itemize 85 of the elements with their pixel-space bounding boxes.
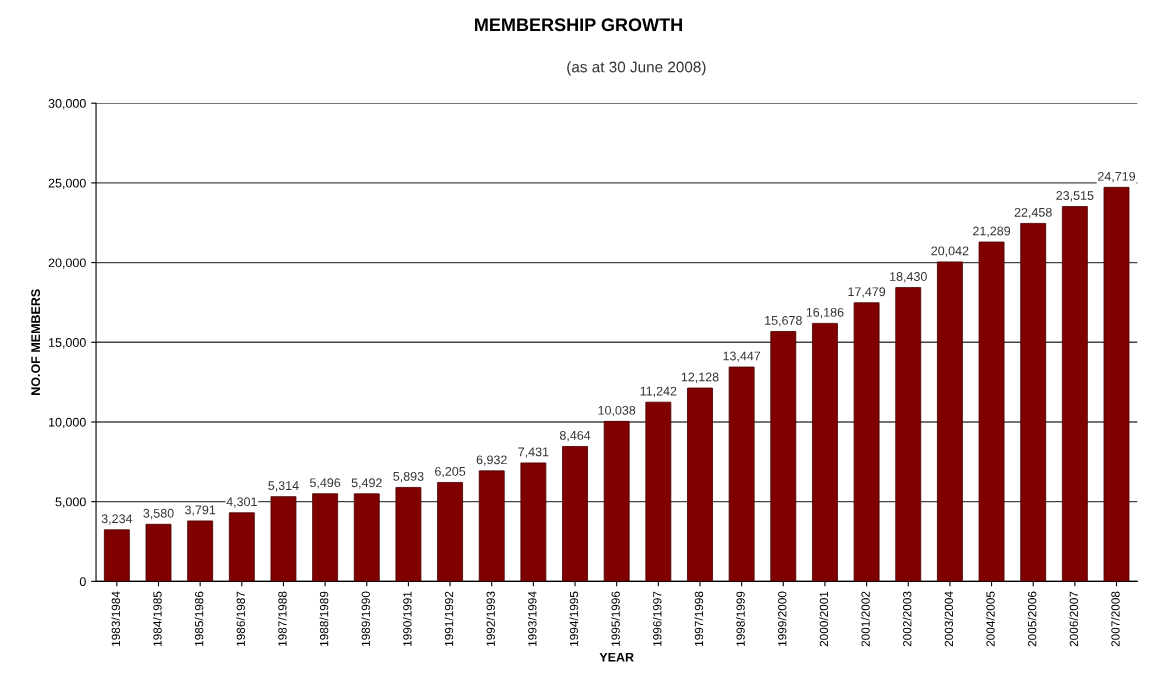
y-tick-label: 30,000 bbox=[48, 99, 86, 110]
bar bbox=[770, 331, 797, 582]
data-label: 10,038 bbox=[598, 405, 636, 417]
data-label: 6,932 bbox=[476, 455, 507, 466]
bar bbox=[228, 512, 255, 582]
data-label: 21,289 bbox=[973, 226, 1011, 237]
data-label: 18,430 bbox=[890, 272, 927, 283]
bar bbox=[478, 470, 505, 582]
x-tick-label: 1996/1997 bbox=[652, 591, 662, 646]
bar bbox=[812, 322, 838, 582]
x-tick-label: 1985/1986 bbox=[194, 591, 204, 646]
data-label: 15,678 bbox=[765, 315, 802, 327]
x-tick-label: 2001/2002 bbox=[861, 591, 870, 647]
x-tick-label: 1987/1988 bbox=[277, 591, 287, 646]
bar bbox=[353, 493, 380, 582]
bar bbox=[603, 420, 630, 582]
x-tick-label: 1983/1984 bbox=[111, 591, 121, 646]
bar bbox=[853, 302, 880, 582]
x-tick-label: 1984/1985 bbox=[153, 591, 162, 646]
data-label: 22,458 bbox=[1014, 207, 1052, 219]
bar bbox=[520, 462, 547, 582]
data-label: 12,128 bbox=[681, 372, 719, 383]
data-label: 17,479 bbox=[848, 287, 886, 298]
data-label: 13,447 bbox=[723, 351, 761, 362]
bar bbox=[645, 401, 672, 582]
x-tick-label: 1991/1992 bbox=[444, 591, 454, 646]
bar bbox=[270, 496, 297, 582]
x-tick-label: 1994/1995 bbox=[569, 591, 579, 646]
bar bbox=[395, 487, 422, 582]
x-tick-label: 2007/2008 bbox=[1111, 591, 1120, 647]
x-tick-label: 2002/2003 bbox=[902, 591, 912, 647]
data-label: 3,791 bbox=[185, 505, 216, 516]
bar bbox=[936, 261, 963, 582]
x-tick-label: 1997/1998 bbox=[694, 591, 704, 646]
chart-title: MEMBERSHIP GROWTH bbox=[475, 18, 682, 32]
x-tick-label: 1989/1990 bbox=[361, 591, 370, 646]
data-label: 7,431 bbox=[518, 447, 549, 458]
y-tick-label: 0 bbox=[79, 577, 86, 587]
bar bbox=[1061, 206, 1088, 582]
x-tick-label: 1992/1993 bbox=[486, 591, 495, 646]
y-tick-label: 25,000 bbox=[48, 178, 86, 190]
data-label: 3,580 bbox=[143, 508, 174, 520]
y-tick-label: 5,000 bbox=[55, 497, 86, 508]
x-tick-label: 2000/2001 bbox=[819, 591, 829, 647]
data-label: 6,205 bbox=[435, 466, 466, 478]
data-label: 4,301 bbox=[226, 497, 257, 508]
data-label: 5,496 bbox=[309, 478, 341, 489]
bar bbox=[145, 523, 172, 582]
bar bbox=[728, 366, 755, 582]
data-label: 5,492 bbox=[351, 478, 382, 489]
x-tick-label: 1998/1999 bbox=[736, 591, 745, 646]
data-label: 24,719 bbox=[1098, 171, 1136, 183]
x-tick-label: 1988/1989 bbox=[319, 591, 329, 646]
x-tick-label: 2003/2004 bbox=[944, 591, 954, 647]
y-axis-title: NO.OF MEMBERS bbox=[31, 289, 41, 395]
data-label: 23,515 bbox=[1056, 191, 1094, 202]
data-label: 20,042 bbox=[931, 246, 969, 257]
bar bbox=[562, 446, 588, 582]
x-tick-label: 1999/2000 bbox=[777, 591, 787, 646]
y-tick-label: 15,000 bbox=[49, 338, 86, 349]
x-tick-label: 2005/2006 bbox=[1027, 591, 1037, 647]
y-tick-label: 10,000 bbox=[49, 417, 86, 429]
data-label: 5,893 bbox=[393, 471, 424, 483]
data-label: 16,186 bbox=[806, 307, 844, 319]
data-label: 3,234 bbox=[101, 514, 133, 525]
data-label: 5,314 bbox=[268, 481, 299, 492]
x-tick-label: 1986/1987 bbox=[236, 591, 245, 646]
bar bbox=[687, 387, 713, 582]
x-tick-label: 2004/2005 bbox=[986, 591, 995, 647]
bar bbox=[437, 482, 463, 582]
bar bbox=[187, 520, 214, 582]
bar bbox=[895, 287, 922, 582]
x-tick-label: 1990/1991 bbox=[402, 591, 412, 646]
data-label: 8,464 bbox=[559, 430, 591, 442]
y-tick-label: 20,000 bbox=[48, 258, 86, 269]
bar bbox=[978, 241, 1005, 582]
x-tick-label: 2006/2007 bbox=[1069, 591, 1079, 647]
x-tick-label: 1995/1996 bbox=[611, 591, 620, 646]
data-label: 11,242 bbox=[640, 386, 677, 398]
chart-subtitle: (as at 30 June 2008) bbox=[567, 61, 706, 76]
bar bbox=[103, 529, 130, 582]
bar bbox=[1020, 222, 1047, 582]
bar bbox=[312, 493, 339, 582]
x-axis-title: YEAR bbox=[599, 652, 634, 662]
x-tick-label: 1993/1994 bbox=[527, 591, 537, 646]
